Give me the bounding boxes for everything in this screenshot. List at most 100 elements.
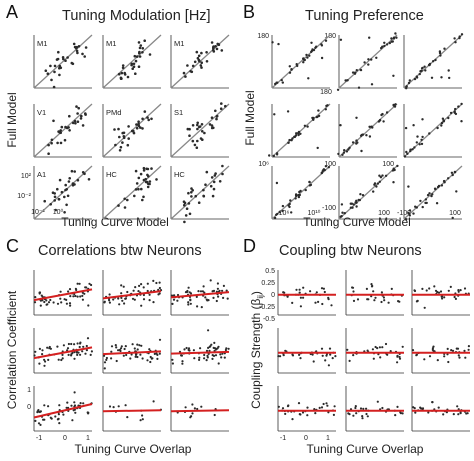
panel-b-subplot-8-outlier	[340, 203, 344, 206]
panel-a-subplot-2-point	[126, 75, 130, 79]
subplot-layer: M1 M1 M1 V1 PMd S1 A1 HC HC	[33, 32, 470, 432]
panel-d-subplot-6-point	[450, 349, 453, 352]
panel-c-subplot-2-point	[108, 293, 111, 296]
panel-d-subplot-9-point	[437, 406, 440, 409]
panel-c-subplot-3-point	[205, 298, 208, 301]
panel-b-subplot-2-point	[390, 40, 393, 43]
panel-d-subplot-5-point	[371, 348, 374, 351]
panel-c-subplot-8-point	[152, 400, 155, 403]
panel-b-subplot-4-point	[272, 154, 275, 158]
panel-a-subplot-5-point	[122, 131, 126, 135]
panel-a-subplot-2-point	[143, 39, 146, 42]
panel-b-subplot-7-point	[281, 209, 284, 213]
panel-b-subplot-1-point	[275, 81, 278, 84]
panel-d-subplot-5-point	[352, 354, 355, 357]
panel-c-subplot-8-point	[141, 418, 144, 421]
panel-b-subplot-7-outlier	[290, 211, 293, 214]
panel-c-subplot-5-point	[120, 345, 123, 348]
panel-d-xtick-0: 0	[304, 435, 308, 442]
panel-d-subplot-2-point	[356, 298, 360, 301]
panel-c-subplot-6-point	[180, 354, 183, 357]
panel-c-subplot-4-point	[81, 350, 84, 353]
panel-c-subplot-2-point	[148, 299, 151, 302]
panel-b-subplot-4-identity-line	[271, 103, 331, 158]
panel-b-subplot-3-outlier	[430, 76, 434, 80]
panel-b-subplot-6-point	[436, 126, 439, 130]
panel-d-subplot-1-point	[317, 300, 320, 303]
panel-a-subplot-4-point	[73, 119, 77, 123]
panel-b-subplot-8-point	[354, 201, 357, 204]
panel-d-subplot-3-point	[447, 289, 450, 292]
panel-d-subplot-6-point	[456, 347, 460, 350]
panel-a-subplot-8-point	[155, 178, 158, 181]
panel-b-subplot-5-point	[345, 150, 349, 153]
panel-b-subplot-2-point	[383, 41, 386, 44]
panel-c-subplot-3-point	[212, 296, 215, 299]
panel-a-subplot-8-label: HC	[106, 170, 117, 179]
panel-a-subplot-4-point	[47, 152, 50, 155]
panel-c-subplot-6-point	[227, 347, 230, 350]
panel-a-subplot-9-point	[185, 207, 189, 210]
panel-b-subplot-3-point	[407, 81, 411, 85]
panel-d-subplot-8-point	[376, 400, 379, 403]
panel-c-subplot-3-point	[186, 289, 189, 293]
panel-a-subplot-3-point	[205, 60, 209, 63]
panel-b-subplot-9-point	[408, 214, 411, 217]
panel-b-subplot-6-point	[441, 117, 445, 120]
panel-b-subplot-4-point	[303, 124, 307, 128]
panel-c-subplot-1-point	[60, 301, 63, 304]
panel-a-subplot-1-point	[70, 61, 74, 65]
panel-a-subplot-9-point	[212, 180, 216, 184]
panel-b-subplot-6-point	[454, 107, 457, 111]
panel-b-subplot-1-point	[314, 46, 317, 49]
panel-a-subplot-2-point	[132, 65, 136, 68]
panel-b-subplot-7-point	[308, 180, 311, 184]
panel-d-subplot-1-point	[309, 290, 312, 293]
panel-d-subplot-4-point	[321, 354, 324, 357]
panel-c-subplot-3-point	[225, 289, 228, 292]
panel-a-ytick-high: 10²	[21, 173, 32, 180]
panel-c-subplot-6-point	[223, 356, 226, 359]
panel-b-ytick-180-a: 180	[257, 33, 269, 40]
panel-b-subplot-5-point	[356, 141, 359, 144]
panel-b-subplot-7-point	[297, 195, 301, 199]
panel-a-subplot-7-point	[64, 183, 67, 187]
panel-c-subplot-2-point	[158, 286, 161, 290]
panel-b-subplot-3-outlier	[447, 69, 450, 72]
panel-b-subplot-1-outlier	[310, 41, 313, 44]
panel-c-subplot-1-point	[65, 302, 68, 305]
panel-b-subplot-5-outlier	[368, 135, 372, 138]
panel-c-subplot-6-point	[205, 349, 209, 352]
panel-a-subplot-9-point	[212, 187, 216, 191]
panel-c-subplot-3-point	[221, 289, 224, 292]
panel-c-subplot-5-point	[119, 349, 122, 353]
panel-a-subplot-2-label: M1	[106, 39, 116, 48]
panel-b-subplot-6-point	[447, 116, 450, 120]
panel-d-subplot-4-point	[324, 359, 327, 362]
panel-b-subplot-8-outlier	[359, 193, 362, 196]
panel-b-subplot-4-point	[297, 133, 300, 137]
panel-a-subplot-1-point	[57, 50, 60, 54]
panel-a-ylabel: Full Model	[5, 92, 19, 147]
panel-a-subplot-4-label: V1	[37, 108, 46, 117]
panel-a-xlabel: Tuning Curve Model	[61, 215, 169, 229]
panel-a-subplot-8-point	[142, 195, 145, 199]
panel-c-subplot-7-point	[73, 401, 76, 404]
panel-a-subplot-1-point	[52, 85, 56, 89]
panel-c-subplot-5-point	[103, 361, 107, 364]
panel-c-subplot-4-point	[47, 358, 50, 361]
panel-c-subplot-5-point	[153, 352, 156, 355]
panel-c-subplot-4-fit-line	[33, 346, 93, 360]
panel-c-subplot-5-point	[156, 357, 159, 360]
panel-b-subplot-5-point	[341, 153, 344, 156]
panel-c-subplot-4-point	[86, 337, 90, 340]
panel-c-subplot-3-point	[171, 302, 174, 305]
panel-a-subplot-6-point	[210, 124, 214, 127]
panel-b-subplot-9-point	[419, 199, 422, 203]
panel-b-title: Tuning Preference	[305, 8, 424, 24]
panel-d-ytick-neg0.5: -0.5	[263, 316, 275, 323]
panel-b-subplot-6-outlier	[421, 118, 424, 121]
panel-b-subplot-2-point	[395, 36, 398, 39]
panel-c-subplot-3-point	[201, 290, 204, 293]
panel-c-subplot-4-point	[75, 351, 78, 354]
